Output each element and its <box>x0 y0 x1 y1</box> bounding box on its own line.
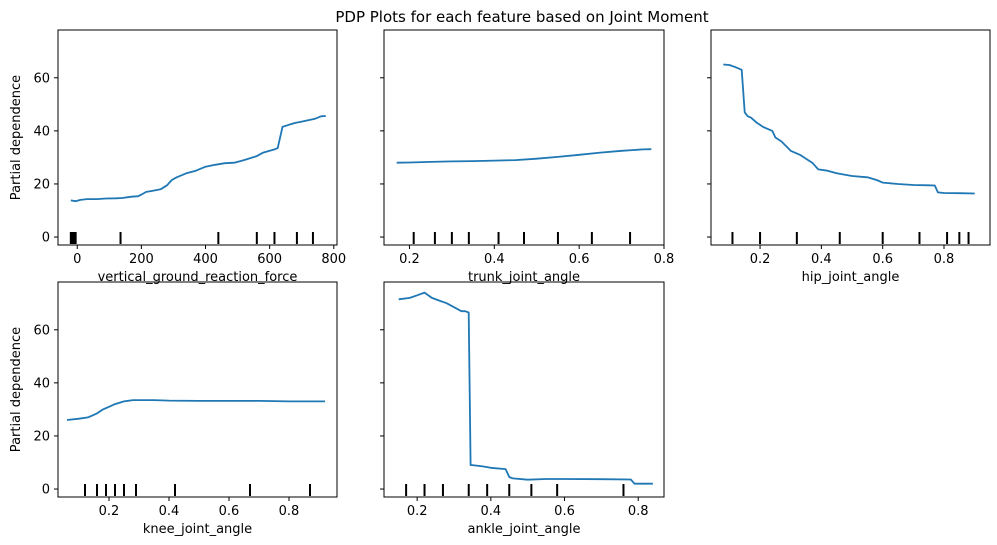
pdp-panel-trunk-joint-angle: 0.2 0.4 0.6 0.8 trunk_joint_angle <box>380 29 675 285</box>
y-tick-label: 60 <box>33 71 50 86</box>
x-tick-label: 800 <box>321 252 346 267</box>
x-axis-label: hip_joint_angle <box>802 270 900 285</box>
x-tick-label: 200 <box>129 252 154 267</box>
y-tick-label: 20 <box>33 429 50 444</box>
axes-frame <box>383 281 665 498</box>
y-tick-label: 40 <box>33 124 50 139</box>
x-tick-label: 0.6 <box>569 252 590 267</box>
x-axis-label: vertical_ground_reaction_force <box>98 270 298 285</box>
x-axis-label: trunk_joint_angle <box>468 270 580 285</box>
x-tick-label: 400 <box>193 252 218 267</box>
x-tick-label: 0.4 <box>480 504 501 519</box>
y-tick-label: 20 <box>33 177 50 192</box>
x-tick-label: 0.8 <box>628 504 649 519</box>
x-tick-label: 0.4 <box>484 252 505 267</box>
pdp-panel-hip-joint-angle: 0.2 0.4 0.6 0.8 hip_joint_angle <box>707 29 991 285</box>
axes-frame <box>710 29 991 246</box>
x-tick-label: 0.8 <box>654 252 675 267</box>
pdp-panel-ankle-joint-angle: 0.2 0.4 0.6 0.8 ankle_joint_angle <box>380 281 665 537</box>
axes-frame <box>383 29 665 246</box>
x-tick-label: 0.2 <box>399 252 420 267</box>
pdp-line <box>396 148 652 164</box>
y-tick-label: 40 <box>33 376 50 391</box>
y-axis-label: Partial dependence <box>9 75 24 200</box>
x-tick-label: 0.4 <box>159 504 180 519</box>
x-tick-label: 0.2 <box>407 504 428 519</box>
pdp-line <box>723 63 975 195</box>
x-tick-label: 0.8 <box>279 504 300 519</box>
x-tick-label: 0.4 <box>811 252 832 267</box>
axes-frame <box>57 281 338 498</box>
x-tick-label: 0.6 <box>219 504 240 519</box>
y-axis-label: Partial dependence <box>9 327 24 452</box>
y-tick-label: 0 <box>42 231 50 246</box>
pdp-line <box>398 291 653 485</box>
x-tick-label: 0.8 <box>934 252 955 267</box>
x-tick-label: 0.6 <box>872 252 893 267</box>
x-tick-label: 600 <box>257 252 282 267</box>
x-tick-label: 0.2 <box>99 504 120 519</box>
axes-frame <box>57 29 338 246</box>
y-tick-label: 0 <box>42 483 50 498</box>
pdp-line <box>66 399 325 421</box>
pdp-panel-knee-joint-angle: 0 20 40 60 0.2 0.4 0.6 0.8 knee_joint_angle Parti… <box>9 281 338 537</box>
x-tick-label: 0 <box>73 252 81 267</box>
figure-title: PDP Plots for each feature based on Join… <box>335 8 708 26</box>
x-axis-label: knee_joint_angle <box>143 522 252 537</box>
pdp-line <box>70 115 326 203</box>
x-axis-label: ankle_joint_angle <box>468 522 581 537</box>
x-tick-label: 0.6 <box>554 504 575 519</box>
y-tick-label: 60 <box>33 323 50 338</box>
x-tick-label: 0.2 <box>750 252 771 267</box>
